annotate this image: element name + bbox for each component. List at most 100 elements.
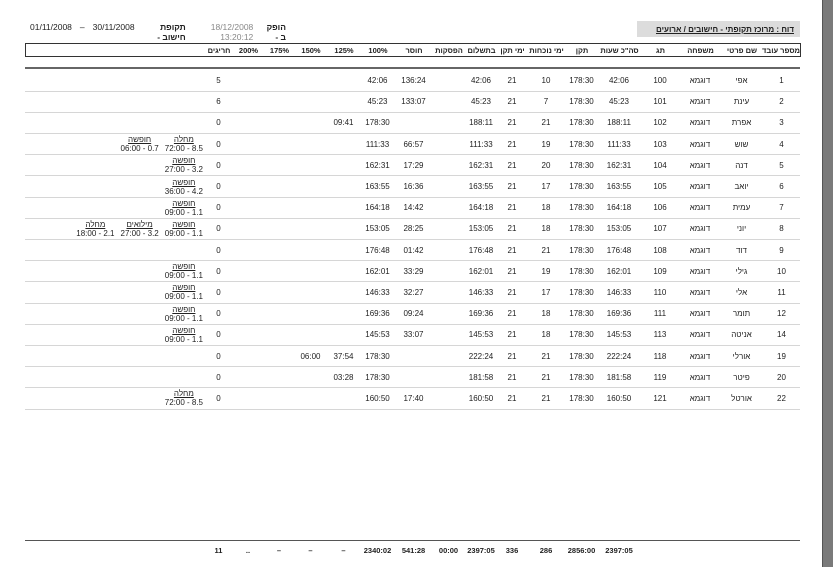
table-cell: 169:36 (468, 309, 494, 319)
table-cell: 8 (779, 224, 784, 234)
table-cell (432, 155, 465, 176)
table-cell: 17:40 (403, 393, 424, 403)
notes-cell: חופשה 09:00 - 1.1 (25, 303, 205, 324)
table-cell: 10 (777, 266, 786, 276)
table-cell: דוגמא (689, 97, 711, 107)
table-cell: 21 (541, 393, 551, 403)
table-cell (264, 134, 294, 155)
total-cell (680, 544, 720, 556)
table-cell: דוגמא (689, 245, 711, 255)
absence-type-link[interactable]: חופשה (172, 177, 196, 187)
table-cell: אפי (735, 75, 748, 85)
table-cell (432, 367, 465, 388)
table-cell: 178:30 (569, 182, 594, 192)
table-cell: 181:58 (606, 372, 632, 382)
table-cell: 145:53 (468, 330, 494, 340)
notes-cell: חופשה 36:00 - 4.2 (25, 176, 205, 197)
table-cell (264, 70, 294, 91)
table-cell: 37:54 (333, 351, 354, 361)
notes: חופשה 36:00 - 4.2 (25, 178, 205, 196)
table-row: 22 אורטל דוגמא 121 160:50 178:30 21 21 160:50 17:… (25, 388, 800, 409)
scrollbar[interactable] (822, 0, 833, 567)
table-cell: 16:36 (403, 182, 424, 192)
notes-cell (25, 70, 205, 91)
table-cell (327, 176, 360, 197)
absence-type-link[interactable]: מחלה (173, 389, 194, 399)
absence-type-link[interactable]: חופשה (128, 135, 152, 145)
absence-value: 09:00 - 1.1 (164, 228, 203, 238)
table-cell: 21 (507, 224, 517, 234)
notes-cell (25, 345, 205, 366)
table-cell: 176:48 (365, 245, 390, 255)
table-cell: 100 (653, 75, 667, 85)
total-cell: 00:00 (438, 545, 459, 555)
table-cell: 169:36 (606, 309, 632, 319)
table-cell: 32:27 (403, 287, 424, 297)
total-cell (763, 544, 800, 556)
table-cell: 0 (216, 160, 221, 170)
table-cell (294, 134, 327, 155)
table-row: 8 יוני דוגמא 107 153:05 178:30 18 21 153:05 28:25… (25, 218, 800, 240)
table-cell: 18 (541, 330, 551, 340)
table-cell (432, 197, 465, 218)
table-cell (264, 345, 294, 366)
absence-note: חופשה 09:00 - 1.1 (165, 305, 203, 323)
table-cell: 42:06 (367, 75, 388, 85)
table-cell (264, 261, 294, 282)
table-cell: 12 (777, 309, 786, 319)
table-cell: 178:30 (569, 160, 594, 170)
absence-type-link[interactable]: מילואים (126, 219, 153, 229)
column-header: 100% (368, 46, 388, 55)
table-cell: 19 (541, 266, 551, 276)
absence-type-link[interactable]: מחלה (85, 219, 106, 229)
table-cell: 162:31 (606, 160, 632, 170)
table-cell: 3 (779, 118, 784, 128)
absence-value: 72:00 - 8.5 (164, 398, 203, 408)
absence-note: חופשה 27:00 - 3.2 (165, 156, 203, 174)
table-cell (232, 388, 264, 409)
table-row: 6 יואב דוגמא 105 163:55 178:30 17 21 163:55 16:36… (25, 176, 800, 198)
absence-value: 18:00 - 2.1 (76, 228, 115, 238)
absence-type-link[interactable]: חופשה (172, 304, 196, 314)
table-cell: פיטר (733, 372, 750, 382)
absence-type-link[interactable]: חופשה (172, 262, 196, 272)
absence-value: 09:00 - 1.1 (164, 292, 203, 302)
table-cell: 178:30 (365, 351, 390, 361)
absence-type-link[interactable]: חופשה (172, 283, 196, 293)
absence-type-link[interactable]: חופשה (172, 325, 196, 335)
table-cell (294, 240, 327, 261)
absence-type-link[interactable]: מחלה (173, 135, 194, 145)
table-cell: 178:30 (365, 372, 390, 382)
table-cell (294, 197, 327, 218)
table-cell: 160:50 (468, 393, 494, 403)
table-cell: 14 (777, 330, 786, 340)
total-cell: – (308, 545, 313, 555)
table-cell: אפרת (731, 118, 752, 128)
table-cell (432, 70, 465, 91)
table-cell: 5 (779, 160, 784, 170)
table-row: 11 אלי דוגמא 110 146:33 178:30 17 21 146:33 32:27… (25, 282, 800, 304)
table-cell: עינת (733, 97, 750, 107)
absence-type-link[interactable]: חופשה (172, 156, 196, 166)
table-cell (232, 282, 264, 303)
column-header: תקן (575, 46, 589, 55)
table-row: 5 דנה דוגמא 104 162:31 178:30 20 21 162:31 17:29 1… (25, 155, 800, 176)
table-cell (232, 197, 264, 218)
absence-note: מחלה 72:00 - 8.5 (165, 135, 203, 153)
table-cell: דוגמא (689, 287, 711, 297)
table-cell: 1 (779, 75, 784, 85)
table-cell: דוגמא (689, 266, 711, 276)
table-cell (432, 176, 465, 197)
total-cell (25, 544, 205, 556)
table-cell: 111 (653, 309, 667, 319)
notes: חופשה 27:00 - 3.2 (25, 156, 205, 174)
table-cell: 146:33 (606, 287, 632, 297)
table-cell (432, 303, 465, 324)
table-cell (327, 324, 360, 345)
table-cell: 110 (653, 287, 667, 297)
absence-type-link[interactable]: חופשה (172, 219, 196, 229)
table-cell: 178:30 (569, 97, 594, 107)
absence-type-link[interactable]: חופשה (172, 198, 196, 208)
absence-note: מחלה 72:00 - 8.5 (165, 389, 203, 407)
table-cell (294, 303, 327, 324)
